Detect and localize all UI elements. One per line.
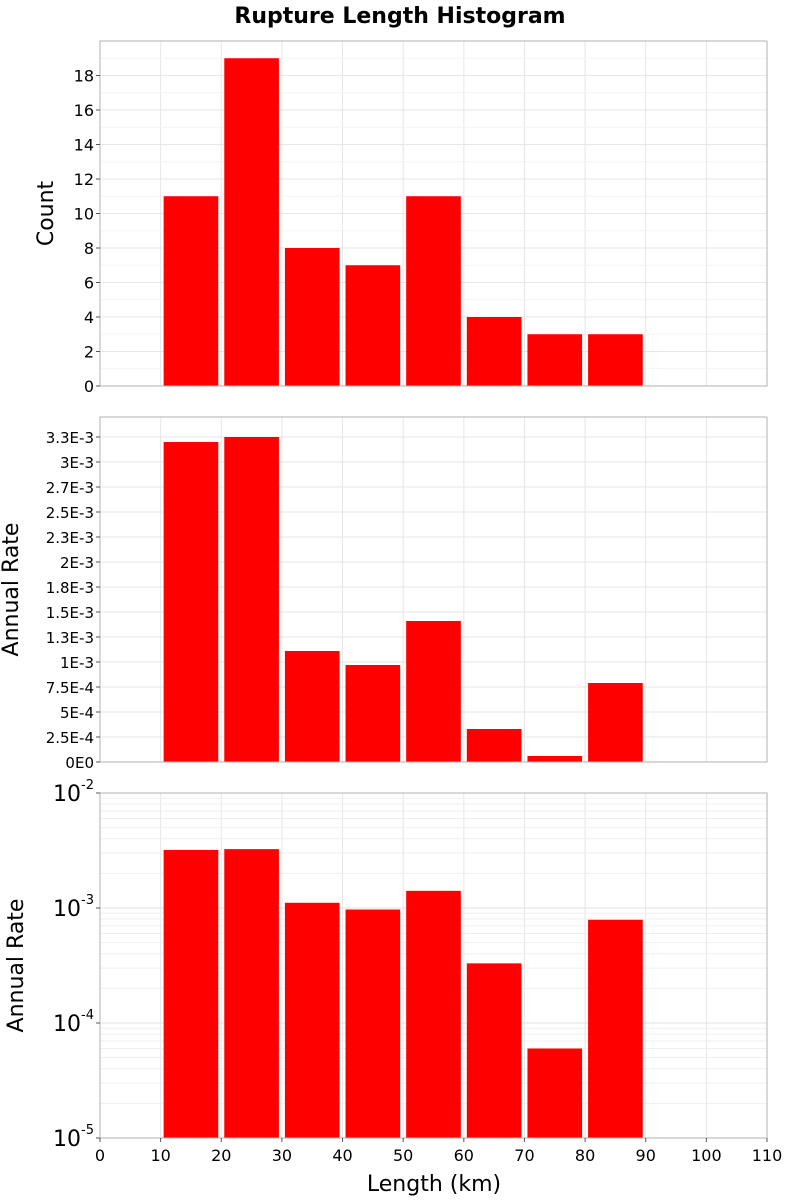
bar <box>466 317 522 386</box>
bar <box>466 729 522 762</box>
bars <box>163 849 643 1138</box>
y-axis-label: Annual Rate <box>4 899 29 1033</box>
x-tick-label: 70 <box>514 1146 534 1165</box>
y-tick-label: 2.5E-4 <box>46 729 94 747</box>
x-tick-label: 90 <box>636 1146 656 1165</box>
x-tick-label: 100 <box>691 1146 722 1165</box>
x-tick-label: 110 <box>752 1146 783 1165</box>
y-tick-label: 10 <box>74 205 94 224</box>
y-tick-label: 2 <box>84 343 94 362</box>
y-tick-label: 1E-3 <box>60 654 94 672</box>
bar <box>588 683 643 762</box>
y-tick-label: 2.3E-3 <box>46 529 94 547</box>
bar <box>406 890 461 1138</box>
y-tick-label: 2.7E-3 <box>46 479 94 497</box>
y-axis-label: Annual Rate <box>0 523 24 657</box>
bar <box>527 1048 583 1138</box>
bar <box>527 334 583 386</box>
y-tick-label: 16 <box>74 101 94 120</box>
x-tick-label: 80 <box>575 1146 595 1165</box>
y-tick-labels: 0 2 4 6 8 10 12 14 16 18 <box>74 67 100 396</box>
y-tick-label: 3E-3 <box>60 454 94 472</box>
chart-title: Rupture Length Histogram <box>234 4 565 29</box>
bar <box>224 437 279 762</box>
panel-1: 0 2 4 6 8 10 12 14 16 18 Count <box>34 40 768 396</box>
y-axis-label: Count <box>34 180 59 246</box>
bar <box>588 919 643 1138</box>
y-tick-label: 1.8E-3 <box>46 579 94 597</box>
bar <box>466 963 522 1138</box>
plot-frame <box>99 792 768 1139</box>
y-tick-label: 0 <box>84 377 94 396</box>
x-tick-label: 20 <box>211 1146 231 1165</box>
bar <box>345 909 401 1138</box>
bar <box>527 756 583 762</box>
bars <box>163 437 643 762</box>
bar <box>163 849 219 1138</box>
y-tick-label: 5E-4 <box>60 704 94 722</box>
y-tick-label: 2.5E-3 <box>46 504 94 522</box>
bar <box>588 334 643 386</box>
y-tick-label: 7.5E-4 <box>46 679 94 697</box>
x-tick-label: 40 <box>332 1146 352 1165</box>
x-tick-label: 0 <box>95 1146 105 1165</box>
x-axis-label: Length (km) <box>367 1172 501 1197</box>
y-tick-label: 10-3 <box>53 893 94 922</box>
bar <box>163 196 219 386</box>
y-tick-label: 12 <box>74 170 94 189</box>
bar <box>345 265 401 386</box>
panel-3: 10-5 10-4 10-3 10-2 Annual Rate 0 10 20 30 40 50 60… <box>4 778 782 1165</box>
y-tick-label: 6 <box>84 274 94 293</box>
y-tick-label: 3.3E-3 <box>46 429 94 447</box>
y-tick-label: 8 <box>84 239 94 258</box>
y-tick-label: 2E-3 <box>60 554 94 572</box>
bar <box>406 621 461 762</box>
y-tick-label: 0E0 <box>65 754 94 772</box>
x-tick-label: 10 <box>150 1146 170 1165</box>
y-tick-label: 10-2 <box>53 778 94 807</box>
y-tick-label: 1.5E-3 <box>46 604 94 622</box>
bar <box>163 442 219 762</box>
x-tick-labels: 0 10 20 30 40 50 60 70 80 90 100 110 <box>95 1138 782 1165</box>
y-tick-labels: 10-5 10-4 10-3 10-2 <box>53 778 100 1152</box>
y-tick-label: 1.3E-3 <box>46 629 94 647</box>
bar <box>284 651 340 762</box>
bar <box>345 665 401 762</box>
y-tick-label: 10-4 <box>53 1008 94 1037</box>
y-tick-label: 14 <box>74 136 94 155</box>
bars <box>163 58 643 386</box>
y-tick-labels: 0E0 2.5E-4 5E-4 7.5E-4 1E-3 1.3E-3 1.5E-3 1.8E-… <box>46 429 100 772</box>
bar <box>284 902 340 1138</box>
bar <box>224 849 279 1138</box>
x-tick-label: 30 <box>272 1146 292 1165</box>
y-tick-label: 10-5 <box>53 1123 94 1152</box>
bar <box>406 196 461 386</box>
bar <box>284 248 340 386</box>
panel-2: 0E0 2.5E-4 5E-4 7.5E-4 1E-3 1.3E-3 1.5E-3 1.8E-… <box>0 416 768 772</box>
plot-frame <box>99 416 768 763</box>
x-tick-label: 50 <box>393 1146 413 1165</box>
y-tick-label: 18 <box>74 67 94 86</box>
y-tick-label: 4 <box>84 308 94 327</box>
bar <box>224 58 279 386</box>
x-tick-label: 60 <box>454 1146 474 1165</box>
